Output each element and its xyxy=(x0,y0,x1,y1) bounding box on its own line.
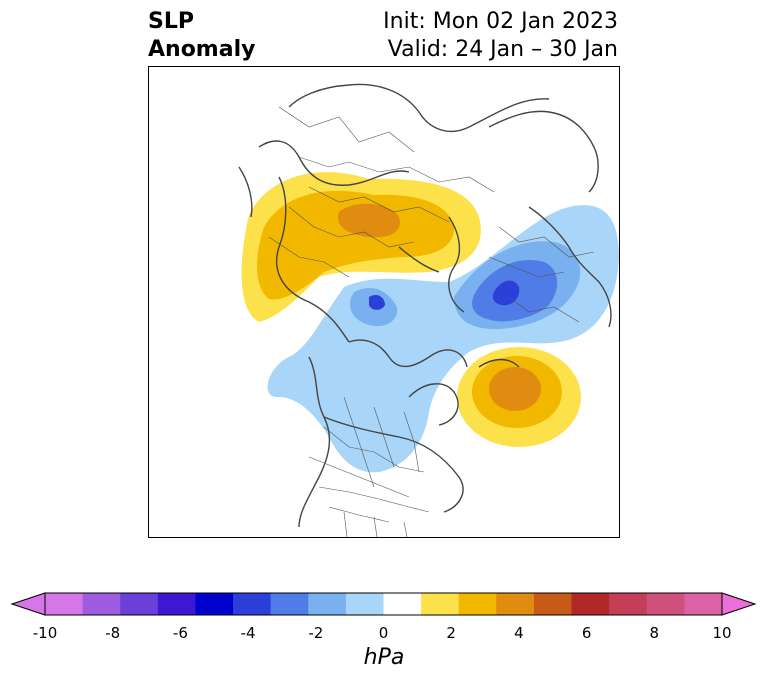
anomaly-shading xyxy=(241,172,619,473)
colorbar-bin xyxy=(157,593,196,615)
colorbar-tick-label: 8 xyxy=(649,624,660,642)
colorbar-tick-label: 6 xyxy=(581,624,592,642)
colorbar-bin xyxy=(421,593,460,615)
negative-anomaly-deep-core xyxy=(369,280,520,310)
title-variable: SLP xyxy=(148,9,194,34)
colorbar-bin xyxy=(195,593,234,615)
colorbar-bin xyxy=(571,593,610,615)
colorbar-bin xyxy=(533,593,573,615)
colorbar-bin xyxy=(233,593,272,615)
colorbar-bin xyxy=(609,593,648,615)
forecast-dates: Init: Mon 02 Jan 2023 Valid: 24 Jan – 30… xyxy=(383,8,618,64)
valid-range: Valid: 24 Jan – 30 Jan xyxy=(387,37,618,62)
colorbar-bin xyxy=(270,593,309,615)
colorbar-tick-label: 2 xyxy=(446,624,456,642)
colorbar-under-extension xyxy=(10,592,46,616)
colorbar-bin xyxy=(308,593,347,615)
colorbar-bin xyxy=(383,593,422,615)
colorbar-bin xyxy=(458,593,497,615)
borders xyxy=(268,106,595,537)
colorbar-bin xyxy=(496,593,535,615)
colorbar-tick-label: 10 xyxy=(712,624,732,642)
map-canvas xyxy=(238,83,619,537)
colorbar-tick-label: -2 xyxy=(308,624,324,642)
colorbar-over-extension xyxy=(721,592,757,616)
colorbar-bin xyxy=(646,593,685,615)
colorbar-tick-label: -6 xyxy=(172,624,188,642)
colorbar-units: hPa xyxy=(363,645,405,670)
positive-anomaly-atlantic-core xyxy=(489,367,541,411)
colorbar-bin xyxy=(82,593,121,615)
colorbar-bins xyxy=(45,593,723,615)
colorbar-bin xyxy=(120,593,159,615)
colorbar-bin xyxy=(684,593,723,615)
positive-anomaly-eurasia-mid xyxy=(257,190,455,300)
colorbar-tick-label: 4 xyxy=(514,624,524,642)
colorbar-tick-label: 0 xyxy=(378,624,389,642)
colorbar-tick-label: -10 xyxy=(32,624,58,642)
colorbar xyxy=(10,592,757,616)
colorbar-bin xyxy=(345,593,384,615)
colorbar-tick-label: -4 xyxy=(240,624,256,642)
colorbar-tick-label: -8 xyxy=(105,624,121,642)
coastlines xyxy=(238,83,612,528)
title-variable-type: Anomaly xyxy=(148,37,256,62)
colorbar-bin xyxy=(45,593,84,615)
map-title: SLP Anomaly xyxy=(148,8,255,64)
positive-anomaly-eurasia-core xyxy=(338,203,400,238)
anomaly-map xyxy=(148,66,620,538)
init-date: Init: Mon 02 Jan 2023 xyxy=(383,9,618,34)
colorbar-outline xyxy=(44,592,723,616)
